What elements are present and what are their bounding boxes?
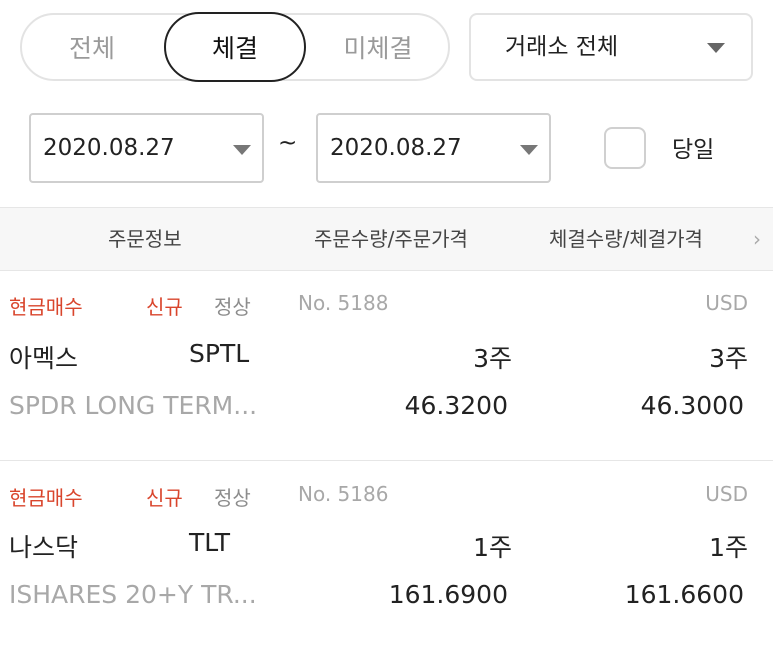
- order-status: 정상: [214, 295, 251, 319]
- date-to-select[interactable]: 2020.08.27: [316, 113, 551, 183]
- order-price: 46.3200: [404, 391, 508, 420]
- chevron-right-icon[interactable]: ›: [753, 227, 761, 251]
- order-quantity: 3주: [473, 344, 512, 373]
- security-name: SPDR LONG TERM...: [9, 391, 258, 420]
- filled-quantity: 1주: [709, 533, 748, 562]
- today-checkbox[interactable]: [604, 127, 646, 169]
- header-order-info: 주문정보: [108, 227, 182, 251]
- date-range-separator: ~: [278, 130, 298, 156]
- chevron-down-icon: [520, 145, 538, 155]
- order-quantity: 1주: [473, 533, 512, 562]
- header-order-qty-price: 주문수량/주문가격: [314, 227, 468, 251]
- table-row[interactable]: 현금매수 신규 정상 No. 5188 USD 아멕스 SPTL 3주 3주 S…: [0, 271, 773, 461]
- filled-price: 46.3000: [640, 391, 744, 420]
- security-name: ISHARES 20+Y TR...: [9, 580, 257, 609]
- order-category: 신규: [146, 295, 183, 319]
- currency: USD: [705, 291, 748, 315]
- order-type: 현금매수: [9, 295, 83, 319]
- order-number: No. 5186: [298, 482, 389, 506]
- chevron-down-icon: [707, 43, 725, 53]
- today-checkbox-label: 당일: [672, 137, 715, 163]
- date-from-value: 2020.08.27: [43, 135, 175, 161]
- order-category: 신규: [146, 486, 183, 510]
- exchange-name: 아멕스: [9, 344, 79, 373]
- order-type: 현금매수: [9, 486, 83, 510]
- order-price: 161.6900: [388, 580, 508, 609]
- ticker: SPTL: [189, 339, 250, 368]
- chevron-down-icon: [233, 145, 251, 155]
- order-number: No. 5188: [298, 291, 389, 315]
- tab-all[interactable]: 전체: [68, 34, 115, 63]
- filled-quantity: 3주: [709, 344, 748, 373]
- exchange-select[interactable]: 거래소 전체: [469, 13, 753, 81]
- table-header: 주문정보 주문수량/주문가격 체결수량/체결가격 ›: [0, 207, 773, 271]
- exchange-select-value: 거래소 전체: [505, 34, 619, 60]
- exchange-name: 나스닥: [9, 533, 79, 562]
- date-from-select[interactable]: 2020.08.27: [29, 113, 264, 183]
- order-filter-tabs: 전체 체결 미체결: [20, 12, 450, 82]
- tab-filled[interactable]: 체결: [164, 12, 306, 82]
- date-to-value: 2020.08.27: [330, 135, 462, 161]
- currency: USD: [705, 482, 748, 506]
- filled-price: 161.6600: [624, 580, 744, 609]
- ticker: TLT: [189, 528, 231, 557]
- table-row[interactable]: 현금매수 신규 정상 No. 5186 USD 나스닥 TLT 1주 1주 IS…: [0, 462, 773, 652]
- header-filled-qty-price: 체결수량/체결가격: [549, 227, 703, 251]
- order-status: 정상: [214, 486, 251, 510]
- tab-unfilled[interactable]: 미체결: [343, 34, 413, 63]
